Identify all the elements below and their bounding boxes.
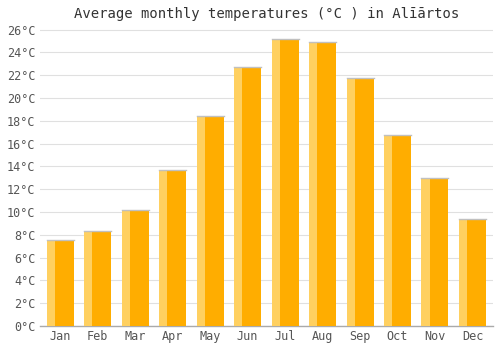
Bar — [384, 134, 392, 326]
Bar — [234, 67, 242, 326]
Bar — [84, 231, 111, 326]
Bar — [196, 116, 224, 326]
Bar — [272, 39, 280, 326]
Bar — [46, 240, 74, 326]
Bar — [309, 42, 336, 326]
Bar — [384, 134, 411, 326]
Bar — [234, 67, 261, 326]
Bar — [459, 219, 467, 326]
Bar — [84, 231, 92, 326]
Bar — [46, 240, 55, 326]
Bar — [159, 170, 186, 326]
Bar — [272, 39, 298, 326]
Bar — [196, 116, 204, 326]
Bar — [309, 42, 317, 326]
Title: Average monthly temperatures (°C ) in Alīārtos: Average monthly temperatures (°C ) in Al… — [74, 7, 459, 21]
Bar — [422, 178, 448, 326]
Bar — [422, 178, 430, 326]
Bar — [122, 210, 148, 326]
Bar — [346, 78, 354, 326]
Bar — [459, 219, 486, 326]
Bar — [122, 210, 130, 326]
Bar — [346, 78, 374, 326]
Bar — [159, 170, 168, 326]
